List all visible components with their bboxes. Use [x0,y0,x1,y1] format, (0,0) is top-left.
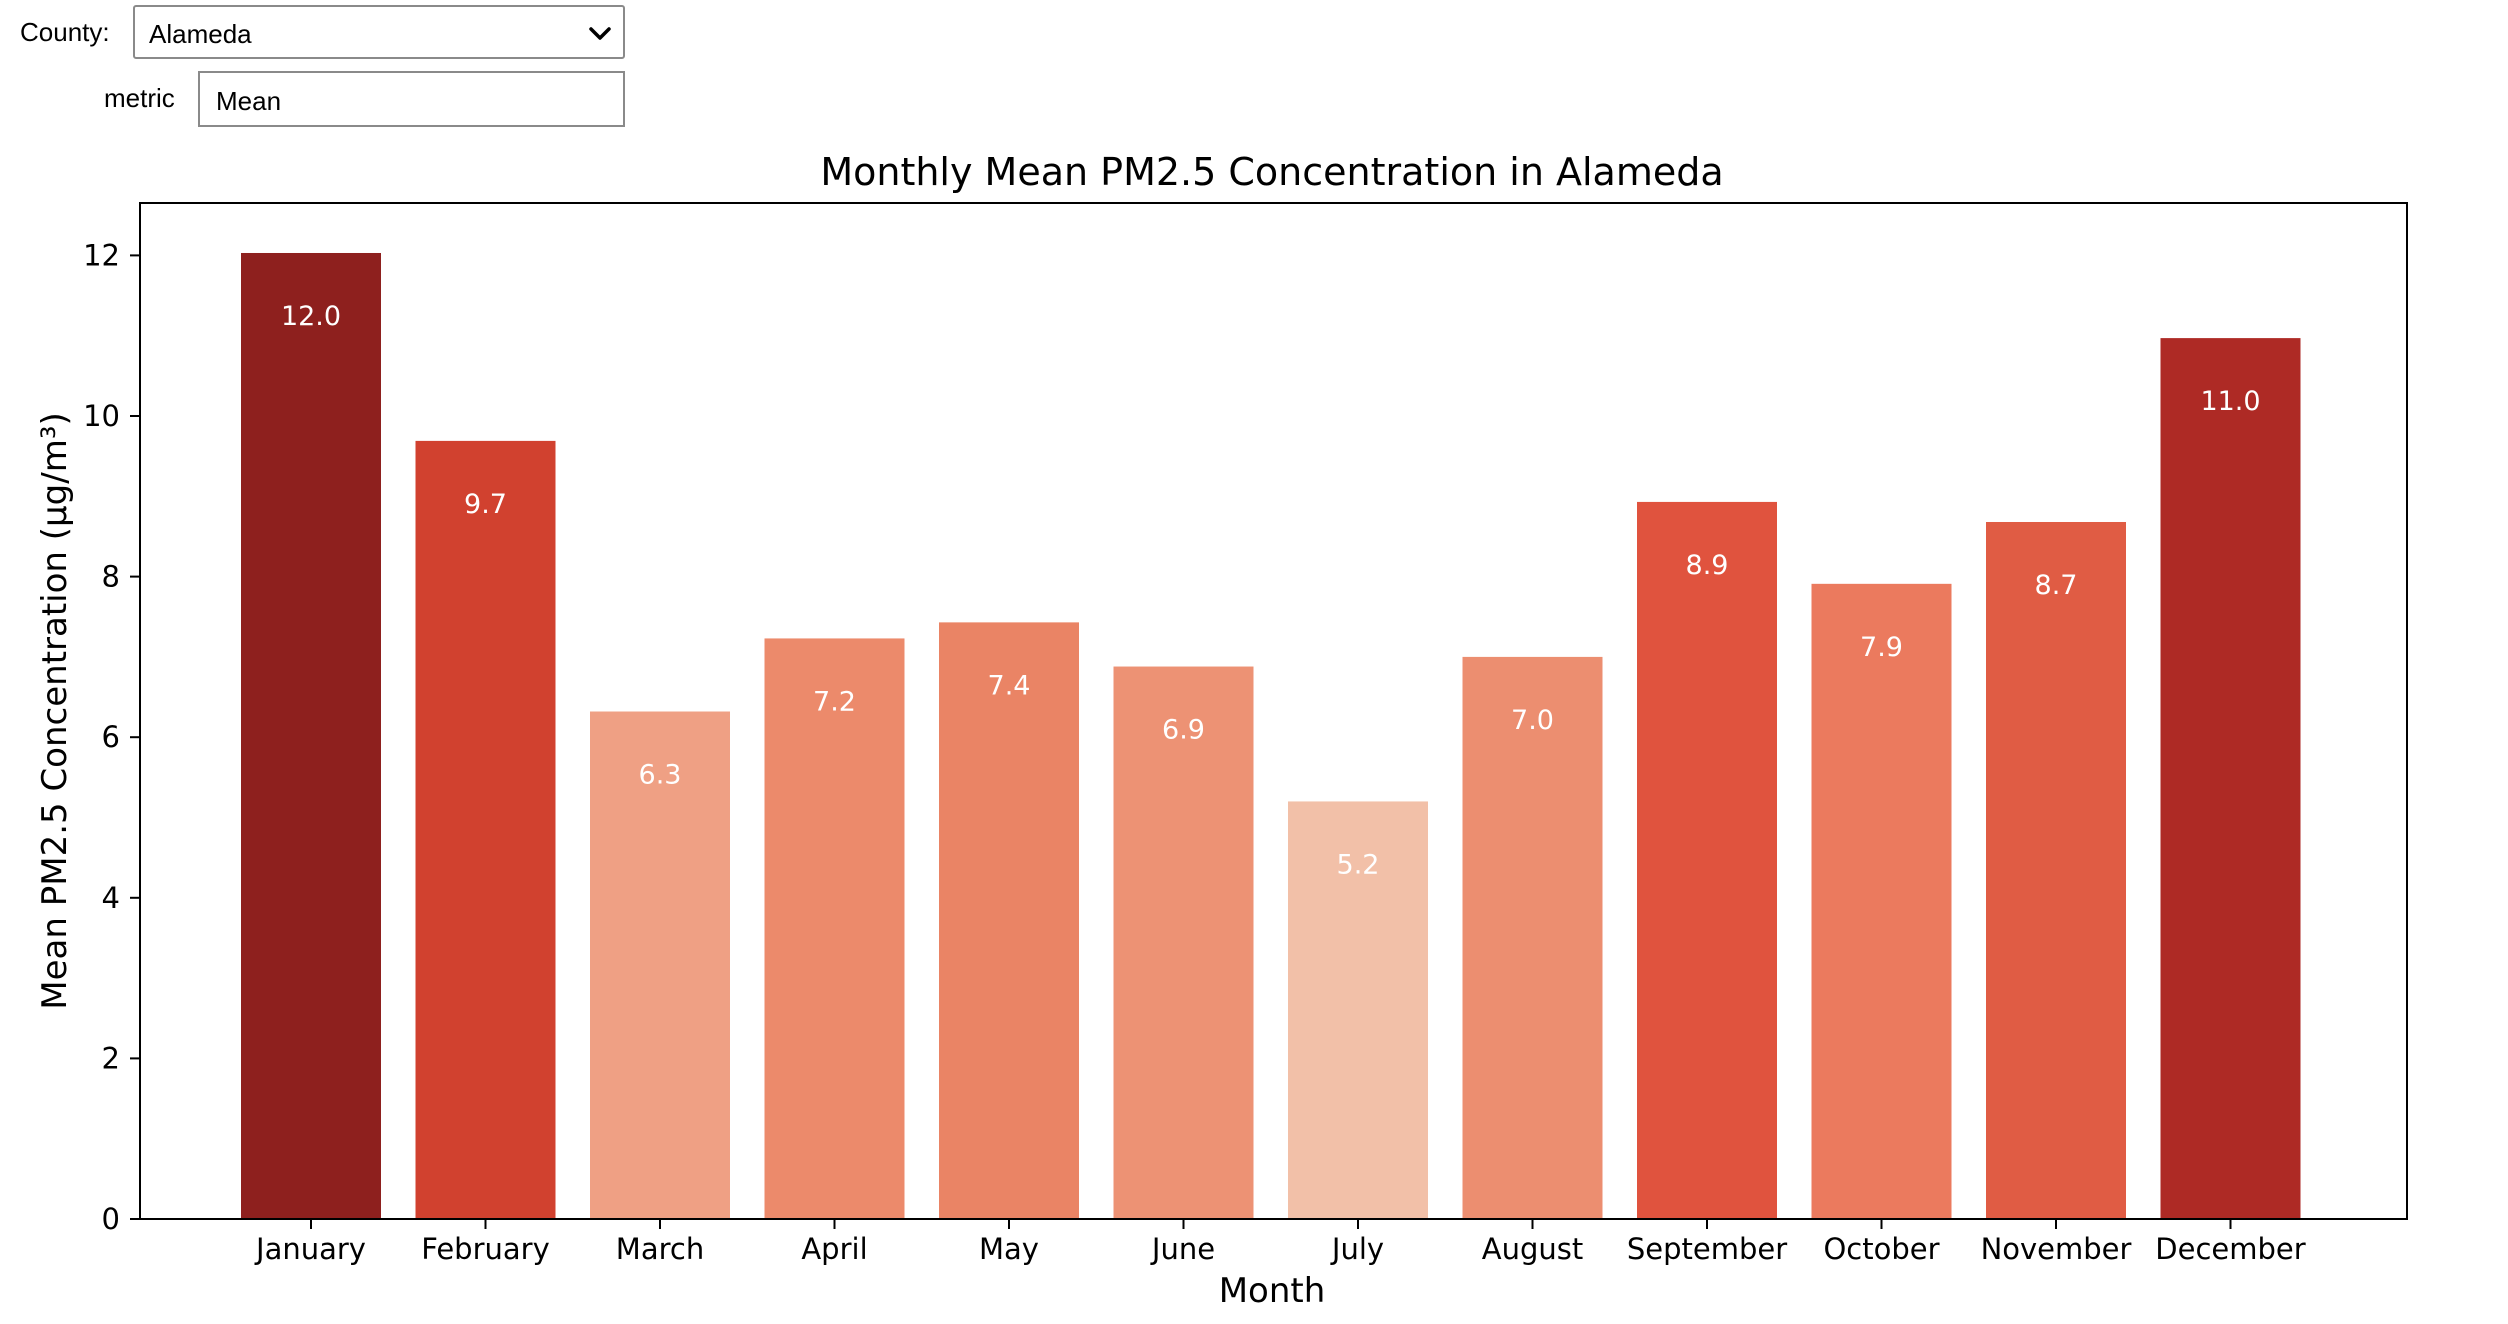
y-tick-label: 0 [102,1202,120,1236]
bar-value-label: 7.9 [1860,632,1903,663]
bar-october [1811,583,1952,1219]
bar-labels-group: 12.0 9.7 6.3 7.2 7.4 6.9 5.2 7.0 8.9 7.9 8.7 11.0 [281,301,2261,880]
y-tick-label: 8 [102,560,120,594]
bar-value-label: 6.9 [1162,715,1205,746]
y-axis-label: Mean PM2.5 Concentration (µg/m³) [35,412,75,1009]
x-tick-label: April [801,1232,867,1266]
y-tick-label: 6 [102,720,120,754]
metric-input-value: Mean [216,86,282,116]
bar-february [415,440,556,1219]
x-axis-label: Month [1219,1271,1326,1311]
x-axis: January February March April May June July Augu… [254,1219,2306,1266]
chart-title: Monthly Mean PM2.5 Concentration in Alam… [820,150,1723,194]
x-tick-label: December [2155,1232,2305,1266]
bar-september [1637,501,1777,1219]
x-tick-label: January [254,1232,366,1266]
x-tick-label: July [1330,1232,1384,1266]
y-tick-label: 12 [83,238,120,272]
x-tick-label: October [1823,1232,1939,1266]
bar-value-label: 8.7 [2035,570,2078,601]
bar-value-label: 7.4 [988,670,1031,701]
x-tick-label: March [616,1232,704,1266]
county-label: County: [20,17,110,47]
bars-group [241,252,2301,1220]
bar-value-label: 8.9 [1686,550,1729,581]
bar-december [2160,338,2301,1219]
bar-value-label: 6.3 [639,760,682,791]
x-tick-label: February [421,1232,550,1266]
x-tick-label: November [1981,1232,2132,1266]
x-tick-label: August [1482,1232,1584,1266]
x-tick-label: May [979,1232,1039,1266]
y-axis: 0 2 4 6 8 10 12 [83,238,140,1236]
bar-june [1113,666,1254,1219]
bar-april [764,638,905,1219]
bar-value-label: 5.2 [1337,849,1380,880]
bar-may [939,622,1079,1219]
bar-july [1288,801,1428,1219]
metric-input[interactable]: Mean [198,71,625,127]
bar-january [241,252,381,1220]
metric-label: metric [104,83,175,113]
y-tick-label: 4 [102,881,120,915]
bar-value-label: 11.0 [2200,386,2260,417]
bar-value-label: 9.7 [464,489,507,520]
x-tick-label: June [1150,1232,1215,1266]
y-tick-label: 2 [102,1041,120,1075]
bar-value-label: 7.2 [813,686,856,717]
bar-november [1986,521,2126,1219]
bar-value-label: 12.0 [281,301,341,332]
bar-march [590,711,730,1219]
y-tick-label: 10 [83,399,120,433]
bar-august [1462,656,1603,1219]
county-select[interactable]: Alameda [133,5,625,59]
chevron-down-icon [589,27,611,40]
bar-value-label: 7.0 [1511,705,1554,736]
x-tick-label: September [1627,1232,1787,1266]
plot-frame [139,202,2408,1220]
county-select-value: Alameda [149,19,252,49]
